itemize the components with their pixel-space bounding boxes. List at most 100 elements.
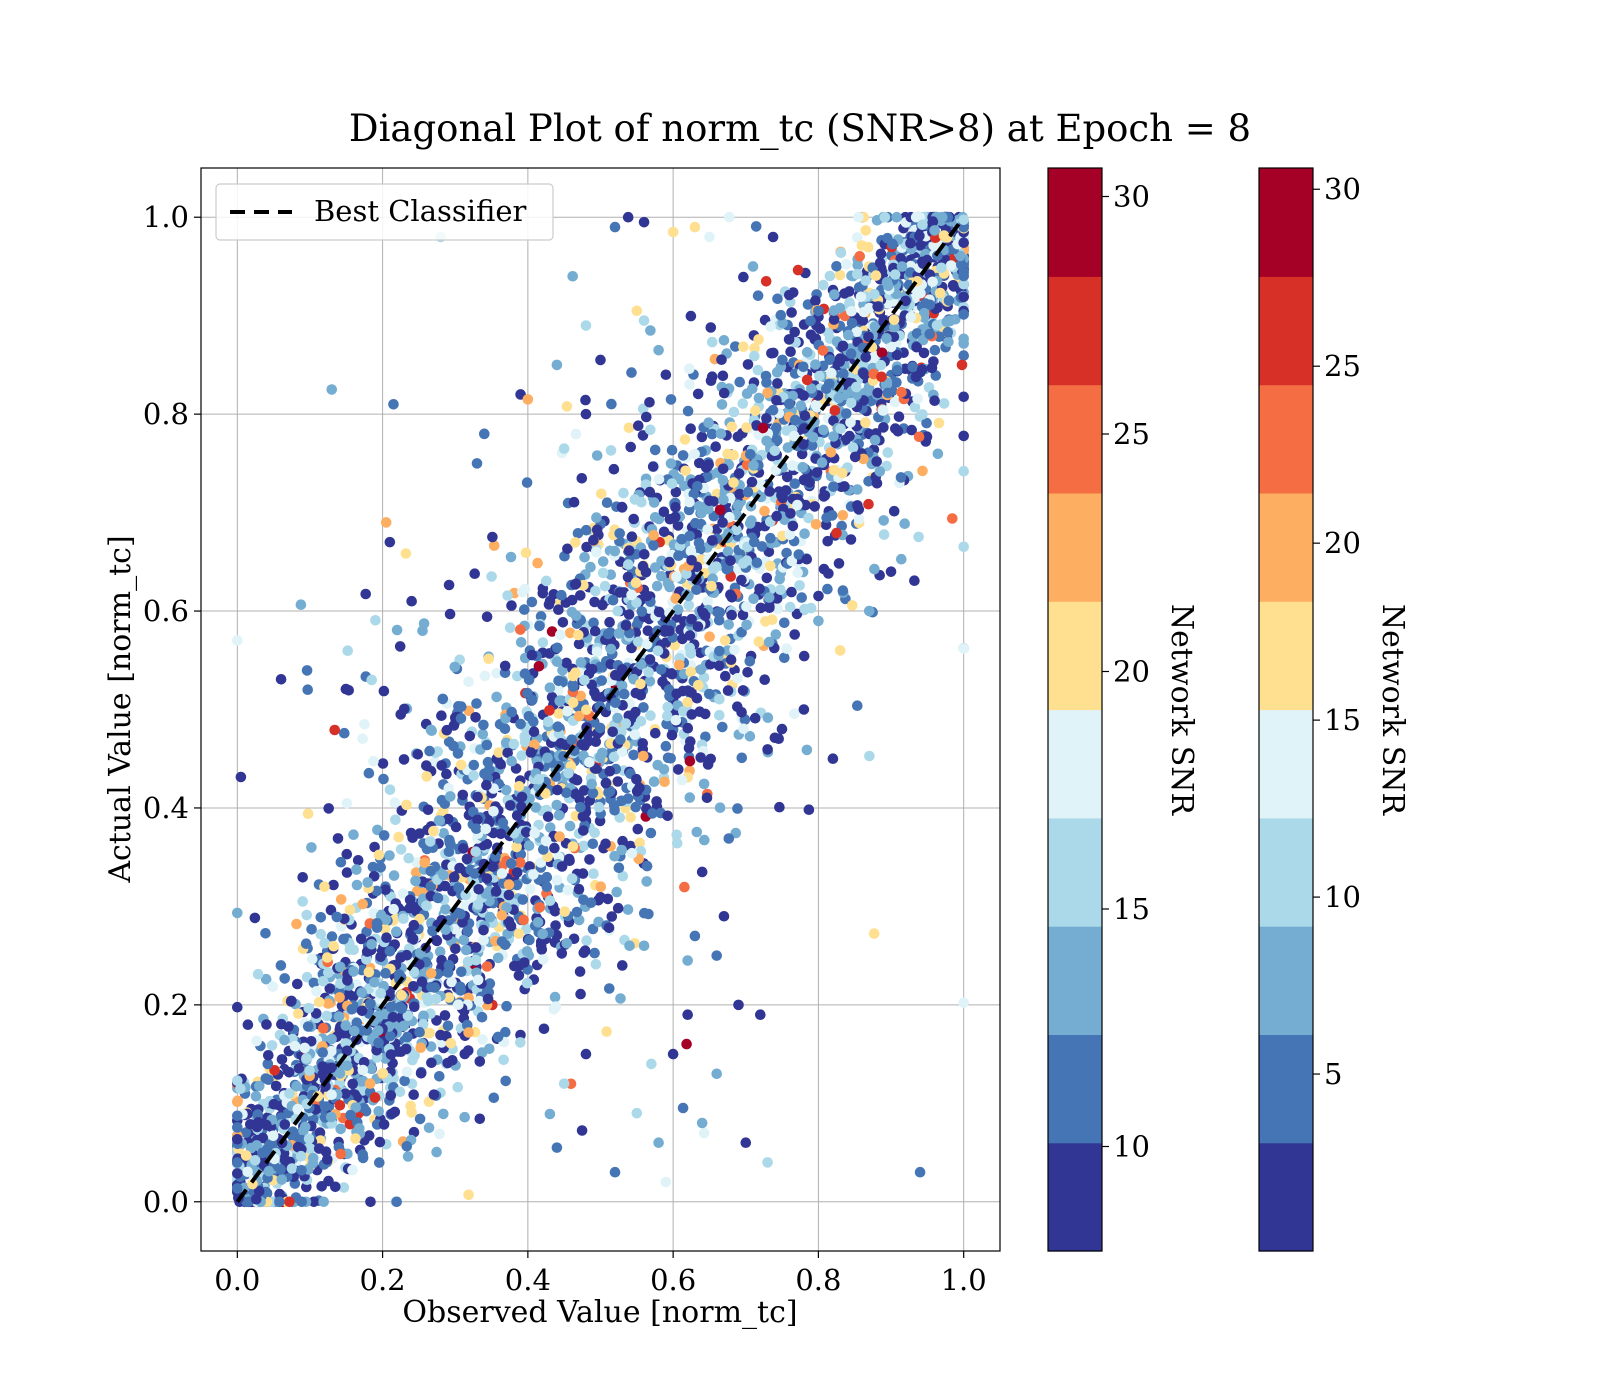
scatter-point xyxy=(891,377,902,388)
scatter-point xyxy=(835,423,846,435)
scatter-point xyxy=(606,398,617,410)
scatter-point xyxy=(252,1109,264,1120)
scatter-point xyxy=(803,804,815,815)
scatter-point xyxy=(266,1040,278,1051)
scatter-point xyxy=(232,907,243,919)
scatter-point xyxy=(326,1111,337,1123)
scatter-point xyxy=(610,697,621,708)
scatter-point xyxy=(955,250,966,262)
scatter-point xyxy=(797,462,809,473)
scatter-point xyxy=(472,974,484,986)
scatter-point xyxy=(425,968,437,979)
scatter-point xyxy=(304,1065,315,1076)
scatter-point xyxy=(909,401,921,413)
scatter-point xyxy=(315,912,327,923)
scatter-point xyxy=(357,1149,369,1160)
scatter-point xyxy=(335,1123,347,1135)
scatter-point xyxy=(525,747,537,758)
scatter-point xyxy=(564,820,576,832)
scatter-point xyxy=(741,619,752,631)
scatter-point xyxy=(567,697,579,708)
scatter-point-outlier xyxy=(689,221,701,233)
scatter-point xyxy=(430,993,442,1005)
scatter-point-outlier xyxy=(747,261,759,272)
scatter-point xyxy=(741,422,752,433)
scatter-point xyxy=(481,873,493,884)
scatter-point xyxy=(299,1121,311,1133)
scatter-point xyxy=(274,1196,285,1208)
scatter-point xyxy=(511,810,523,821)
scatter-point-outlier xyxy=(755,1009,766,1021)
scatter-point xyxy=(789,414,801,426)
scatter-point xyxy=(824,270,836,282)
scatter-point xyxy=(765,532,776,544)
scatter-point xyxy=(761,435,772,447)
scatter-point xyxy=(958,291,969,303)
colorbar-segment xyxy=(1259,926,1313,1035)
scatter-point xyxy=(732,673,743,684)
scatter-point xyxy=(704,631,715,642)
scatter-point xyxy=(590,959,602,970)
scatter-point xyxy=(575,801,586,813)
scatter-point xyxy=(506,706,517,718)
scatter-point xyxy=(291,1080,303,1092)
scatter-point xyxy=(713,660,725,671)
scatter-point xyxy=(609,545,621,557)
scatter-point xyxy=(474,1113,486,1125)
scatter-point xyxy=(544,895,556,906)
scatter-point xyxy=(781,471,793,483)
scatter-point xyxy=(653,606,665,618)
colorbar-1: 10 15 20 25 30 Network SNR xyxy=(1047,167,1199,1252)
scatter-point-outlier xyxy=(638,940,650,952)
scatter-point xyxy=(895,253,907,264)
scatter-point xyxy=(470,846,482,857)
scatter-point xyxy=(749,536,760,548)
scatter-point xyxy=(801,744,813,756)
scatter-point-outlier xyxy=(827,753,839,765)
scatter-point xyxy=(474,1056,486,1067)
scatter-point xyxy=(357,733,368,744)
scatter-point xyxy=(593,916,604,928)
scatter-point xyxy=(530,802,541,813)
scatter-point xyxy=(263,1050,274,1061)
scatter-point xyxy=(404,894,416,906)
scatter-point xyxy=(385,1090,397,1101)
scatter-point xyxy=(513,960,525,972)
scatter-point xyxy=(822,583,833,595)
scatter-point xyxy=(670,486,682,498)
scatter-point xyxy=(645,710,656,721)
scatter-point xyxy=(956,259,967,270)
scatter-point xyxy=(335,856,347,868)
scatter-point xyxy=(595,881,607,892)
scatter-point xyxy=(360,588,372,600)
scatter-point xyxy=(752,364,764,376)
scatter-point xyxy=(296,1165,307,1176)
scatter-point xyxy=(662,810,673,822)
scatter-point xyxy=(831,527,842,539)
scatter-point xyxy=(786,307,797,318)
scatter-point xyxy=(588,534,599,546)
scatter-point xyxy=(445,1038,457,1049)
scatter-point xyxy=(400,548,412,559)
scatter-point xyxy=(929,225,940,236)
scatter-point xyxy=(771,395,782,406)
scatter-point xyxy=(706,336,718,348)
scatter-point xyxy=(308,1196,320,1208)
scatter-point xyxy=(570,428,582,440)
scatter-point xyxy=(651,796,662,807)
scatter-point xyxy=(851,390,862,401)
scatter-point xyxy=(356,1076,367,1087)
scatter-point xyxy=(662,752,674,764)
scatter-point xyxy=(463,676,474,688)
scatter-point xyxy=(915,287,926,299)
scatter-point xyxy=(421,900,432,912)
scatter-point xyxy=(590,736,602,747)
scatter-point xyxy=(421,771,433,782)
scatter-point xyxy=(871,456,882,467)
scatter-point xyxy=(561,938,573,949)
scatter-point xyxy=(299,1042,311,1054)
scatter-point-outlier xyxy=(638,315,650,326)
scatter-point-outlier xyxy=(395,709,407,720)
scatter-point xyxy=(523,840,535,851)
